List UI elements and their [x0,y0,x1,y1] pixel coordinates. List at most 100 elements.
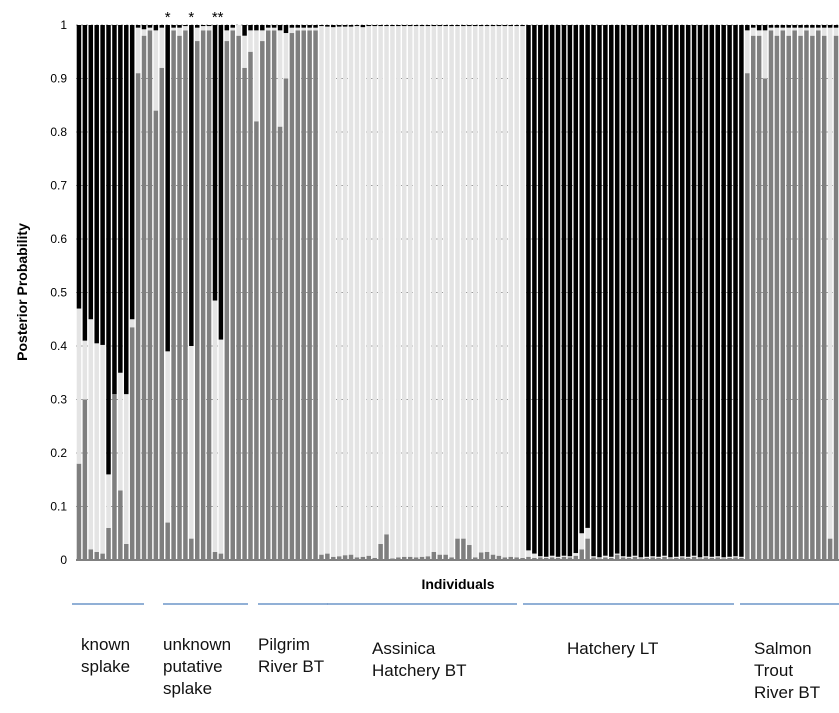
bar-segment-gray [532,557,537,560]
bar-segment-gray [780,30,786,561]
bar-segment-black [283,25,289,34]
bar-segment-black [555,25,561,557]
bar-segment-black [336,25,342,27]
bar-segment-gray [467,545,472,560]
bar-segment-black [543,25,549,557]
bar-segment-gray [271,30,277,561]
bar-segment-white [768,27,774,31]
bar-segment-white [135,27,141,74]
bar-segment-gray [461,538,466,560]
group-label: Salmon Trout River BT [754,639,821,702]
bar-segment-black [159,25,165,28]
bar-segment-black [88,25,94,320]
bar-segment-gray [644,557,650,560]
bar-segment-gray [82,399,88,560]
bar-segment-white [609,556,614,558]
bar-segment-white [680,556,685,558]
bar-segment-black [502,25,508,27]
bar-segment-black [277,25,283,31]
bar-segment-gray [798,35,803,560]
bar-segment-black [780,25,786,28]
bar-segment-black [177,25,182,28]
bar-segment-white [508,26,513,557]
bar-segment-white [697,557,703,559]
bar-segment-white [94,343,99,552]
bar-segment-white [165,351,170,523]
bar-segment-black [301,25,306,28]
bar-segment-gray [354,557,360,560]
bar-segment-gray [756,35,762,560]
bar-segment-black [620,25,626,557]
bar-segment-white [496,26,502,556]
bar-segment-black [727,25,732,557]
bar-segment-gray [289,33,295,560]
group-label: known splake [81,635,131,676]
bar-segment-white [82,340,88,400]
bar-segment-black [319,25,324,27]
bar-segment-black [472,25,478,27]
bar-segment-white [514,26,519,558]
bar-segment-black [756,25,762,31]
bar-segment-white [88,319,94,550]
bar-segment-gray [703,557,709,560]
bar-segment-gray [129,327,135,560]
bar-segment-gray [384,534,389,560]
bar-segment-black [750,25,756,28]
bar-segment-white [579,533,584,550]
bar-segment-gray [396,557,401,560]
bar-segment-gray [561,556,567,560]
bar-segment-gray [141,35,147,560]
bar-segment-black [656,25,661,557]
bar-segment-gray [662,556,667,560]
bar-segment-white [833,27,839,36]
bar-segment-gray [603,557,608,560]
bar-segment-gray [626,557,632,560]
bar-segment-gray [733,557,738,560]
bar-segment-black [147,25,153,28]
bar-segment-gray [94,551,99,560]
bar-segment-gray [792,30,797,561]
bar-segment-white [147,27,153,31]
bar-segment-gray [218,553,224,560]
bar-segment-gray [490,554,496,560]
bar-segment-gray [177,35,182,560]
bar-segment-white [810,27,815,36]
bar-segment-gray [555,557,561,560]
bar-segment-black [520,25,525,27]
bar-segment-black [786,25,791,28]
bar-segment-white [703,556,709,558]
bar-segment-gray [472,557,478,560]
bar-segment-white [538,556,543,558]
bar-segment-black [331,25,336,28]
y-tick-label: 0.6 [50,232,67,246]
bar-segment-white [591,556,596,558]
bar-segment-white [650,556,655,558]
bar-segment-black [827,25,833,28]
bar-segment-black [650,25,655,557]
bar-segment-white [100,344,105,554]
bar-segment-black [697,25,703,558]
bar-segment-white [189,346,194,539]
bar-segment-gray [638,558,644,560]
bar-segment-white [224,30,230,42]
bar-segment-white [265,27,271,31]
bar-segment-gray [325,553,330,560]
bar-segment-white [804,27,809,31]
bar-segment-black [413,25,419,27]
bar-segment-gray [283,78,289,560]
bar-segment-black [325,25,330,27]
bar-segment-white [798,27,803,36]
bar-segment-white [745,30,750,74]
bar-segment-gray [668,558,673,560]
bar-segment-gray [656,557,661,560]
bar-segment-black [768,25,774,28]
bar-segment-white [218,339,224,554]
bar-segment-gray [100,553,105,560]
bar-segment-black [195,25,200,28]
bar-segment-white [484,26,490,552]
bar-segment-white [632,555,638,557]
bar-segment-gray [360,556,366,560]
bar-segment-white [467,26,472,546]
bar-segment-white [230,27,235,31]
bar-segment-gray [106,527,111,560]
